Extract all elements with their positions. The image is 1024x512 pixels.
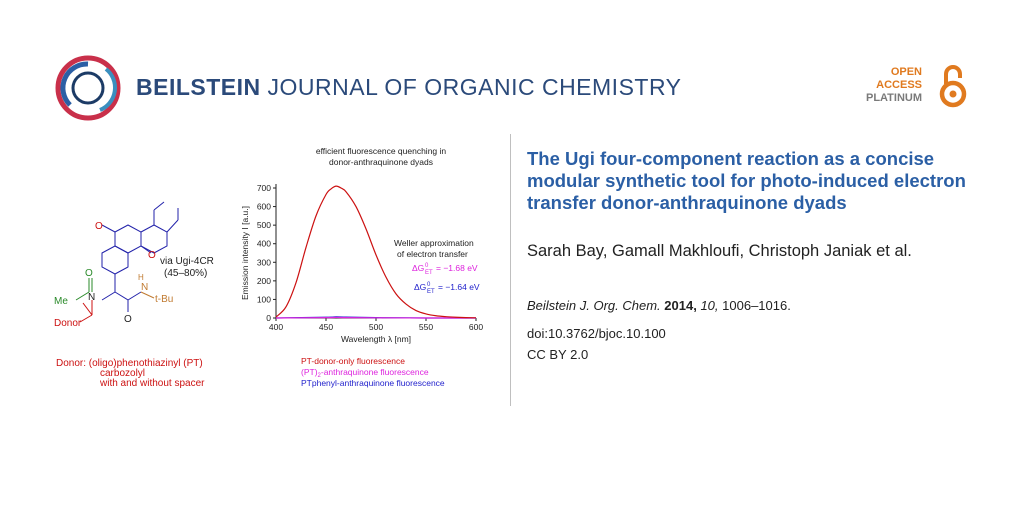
journal-logo-icon (55, 55, 121, 121)
open-access-badge: OPEN ACCESS PLATINUM (866, 66, 922, 105)
x-axis-label: Wavelength λ [nm] (341, 334, 411, 344)
series-line-1 (275, 185, 477, 319)
y-tick-label: 700 (257, 183, 271, 193)
y-tick-label: 500 (257, 220, 271, 230)
y-tick-label: 400 (257, 239, 271, 249)
y-tick-label: 300 (257, 257, 271, 267)
reaction-label: via Ugi-4CR (160, 256, 214, 267)
delta-g-1-value: = −1.68 eV (436, 263, 478, 273)
article-authors: Sarah Bay, Gamall Makhloufi, Christoph J… (527, 242, 912, 260)
citation-journal: Beilstein J. Org. Chem. (527, 298, 661, 313)
atom-o1: O (95, 221, 103, 232)
legend-2-post: -anthraquinone fluorescence (321, 367, 429, 377)
atom-h: H (138, 273, 144, 282)
delta-g-2-sub: ET (427, 289, 435, 295)
x-tick-label: 400 (269, 322, 283, 332)
delta-g-1-sup: 0 (425, 263, 429, 269)
delta-g-1-sub: ET (425, 270, 433, 276)
citation-volume: 10, (700, 298, 719, 313)
delta-g-2-symbol: ΔG (414, 282, 426, 292)
x-tick-label: 600 (469, 322, 483, 332)
article-license: CC BY 2.0 (527, 347, 589, 362)
y-tick-label: 600 (257, 202, 271, 212)
donor-line-2: carbozolyl (100, 368, 145, 379)
annotation-title-1: Weller approximation (394, 238, 474, 248)
acid-fragment (75, 278, 93, 301)
atom-o2: O (148, 250, 156, 261)
y-tick-label: 200 (257, 276, 271, 286)
delta-g-2-sup: 0 (427, 282, 431, 288)
atom-o3: O (85, 268, 93, 279)
journal-title: BEILSTEIN JOURNAL OF ORGANIC CHEMISTRY (136, 74, 682, 101)
atom-n2: N (141, 282, 148, 293)
delta-g-2-value: = −1.64 eV (438, 282, 480, 292)
donor-line-3: with and without spacer (99, 378, 205, 389)
x-tick-label: 500 (369, 322, 383, 332)
citation-year: 2014, (664, 298, 697, 313)
y-axis-label: Emission intensity I [a.u.] (240, 206, 250, 300)
open-access-lock-icon (939, 65, 967, 108)
oa-access-label: ACCESS (876, 79, 923, 91)
article-title[interactable]: The Ugi four-component reaction as a con… (527, 148, 966, 213)
graphical-abstract: O O O O N N H Me t-Bu Donor via Ugi-4CR … (54, 146, 483, 389)
journal-title-bold: BEILSTEIN (136, 74, 261, 100)
legend-item-2: (PT)2-anthraquinone fluorescence (301, 367, 429, 379)
divider (510, 134, 511, 406)
x-tick-label: 550 (419, 322, 433, 332)
chart-title-line-2: donor-anthraquinone dyads (329, 157, 433, 167)
donor-fragment (79, 300, 93, 323)
emission-chart: efficient fluorescence quenching indonor… (240, 146, 483, 388)
donor-line-1: Donor: (oligo)phenothiazinyl (PT) (56, 358, 203, 369)
y-tick-label: 0 (266, 313, 271, 323)
quinone-ring (114, 224, 142, 254)
benzo-ring (101, 245, 129, 275)
citation-pages: 1006–1016. (722, 298, 791, 313)
article-citation: Beilstein J. Org. Chem. 2014, 10, 1006–1… (527, 298, 791, 313)
chemical-structure (101, 201, 179, 312)
reaction-yield: (45–80%) (164, 268, 207, 279)
y-tick-label: 100 (257, 294, 271, 304)
delta-g-1-symbol: ΔG (412, 263, 424, 273)
legend-item-3: PTphenyl-anthraquinone fluorescence (301, 378, 445, 388)
isocyanide-fragment (140, 291, 155, 299)
atom-o4: O (124, 314, 132, 325)
x-tick-label: 450 (319, 322, 333, 332)
series-line-2 (275, 316, 477, 319)
atom-n1: N (88, 292, 95, 303)
me-label: Me (54, 296, 68, 307)
legend-2-sub: 2 (318, 373, 322, 379)
legend-item-1: PT-donor-only fluorescence (301, 356, 405, 366)
oa-platinum-label: PLATINUM (866, 92, 923, 104)
oa-open-label: OPEN (890, 66, 923, 78)
journal-title-rest: JOURNAL OF ORGANIC CHEMISTRY (260, 74, 682, 100)
article-doi[interactable]: doi:10.3762/bjoc.10.100 (527, 326, 666, 341)
annotation-title-2: of electron transfer (397, 249, 468, 259)
donor-label: Donor (54, 318, 82, 329)
tbu-label: t-Bu (155, 294, 173, 305)
chart-title-line-1: efficient fluorescence quenching in (316, 146, 447, 156)
legend-2-pre: (PT) (301, 367, 318, 377)
